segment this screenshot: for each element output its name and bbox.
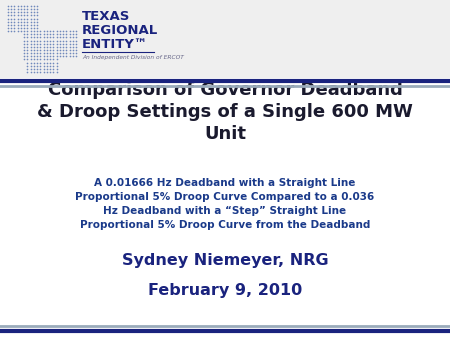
Text: February 9, 2010: February 9, 2010	[148, 283, 302, 297]
FancyBboxPatch shape	[0, 0, 450, 78]
Text: Hz Deadband with a “Step” Straight Line: Hz Deadband with a “Step” Straight Line	[104, 206, 346, 216]
Text: Proportional 5% Droop Curve Compared to a 0.036: Proportional 5% Droop Curve Compared to …	[76, 192, 374, 202]
Text: Sydney Niemeyer, NRG: Sydney Niemeyer, NRG	[122, 252, 328, 267]
Text: TEXAS: TEXAS	[82, 10, 130, 23]
Text: An Independent Division of ERCOT: An Independent Division of ERCOT	[82, 55, 184, 60]
Text: & Droop Settings of a Single 600 MW: & Droop Settings of a Single 600 MW	[37, 103, 413, 121]
Text: Proportional 5% Droop Curve from the Deadband: Proportional 5% Droop Curve from the Dea…	[80, 220, 370, 230]
Text: ENTITY™: ENTITY™	[82, 38, 148, 51]
Text: Unit: Unit	[204, 125, 246, 143]
Text: A 0.01666 Hz Deadband with a Straight Line: A 0.01666 Hz Deadband with a Straight Li…	[94, 178, 356, 188]
Text: Comparison of Governor Deadband: Comparison of Governor Deadband	[48, 81, 402, 99]
Text: REGIONAL: REGIONAL	[82, 24, 158, 37]
